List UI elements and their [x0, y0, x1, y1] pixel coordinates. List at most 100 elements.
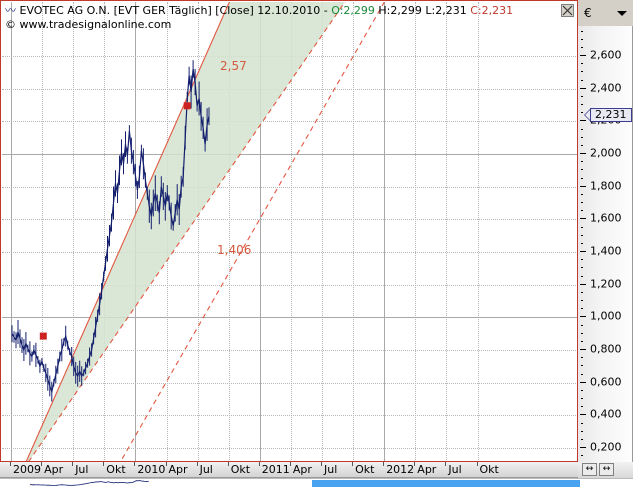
- date-axis-label: 2010: [137, 463, 166, 476]
- price-minor-tick: [581, 136, 583, 138]
- price-minor-tick: [581, 398, 583, 399]
- price-tick: [580, 316, 586, 318]
- chart-header-symbol-icon: 〰: [5, 4, 16, 17]
- gridline-quarter: [42, 2, 44, 461]
- price-minor-tick: [581, 300, 583, 301]
- gridline-minor: [2, 186, 577, 189]
- price-minor-tick: [581, 87, 583, 89]
- price-axis[interactable]: 2,6002,4002,2002,0001,8001,6001,4001,200…: [578, 0, 633, 462]
- price-axis-label: 0,600: [590, 375, 622, 389]
- price-minor-tick: [581, 63, 583, 65]
- gridline-minor: [2, 415, 577, 417]
- price-minor-tick: [581, 71, 583, 73]
- date-axis-label: 2009: [13, 463, 41, 476]
- mid-trend-line[interactable]: [2, 2, 578, 462]
- price-minor-tick: [581, 202, 583, 203]
- close-icon[interactable]: [561, 4, 574, 17]
- gridline-quarter: [197, 2, 200, 461]
- price-minor-tick: [581, 291, 583, 293]
- chart-plot-area[interactable]: 2,57 1,406: [2, 2, 578, 462]
- date-tick: [165, 462, 167, 466]
- price-axis-label: 2,600: [590, 48, 622, 62]
- chart-header: 〰 EVOTEC AG O.N. [EVT GER Täglich] [Clos…: [5, 2, 513, 18]
- price-tick: [580, 120, 586, 122]
- price-axis-label: 0,800: [590, 342, 622, 356]
- date-tick: [72, 462, 74, 466]
- price-minor-tick: [581, 267, 583, 269]
- gridline-minor: [2, 88, 577, 91]
- lower-channel-label: 1,406: [217, 243, 252, 257]
- gridline-minor: [2, 121, 577, 123]
- price-minor-tick: [581, 389, 583, 391]
- price-minor-tick: [581, 104, 583, 105]
- gridline-quarter: [228, 2, 231, 461]
- date-axis-label: Okt: [479, 463, 499, 476]
- price-axis-label: 1,000: [590, 309, 622, 323]
- date-axis-label: Okt: [230, 463, 251, 476]
- price-axis-label: 0,400: [590, 407, 622, 421]
- scroll-left-button[interactable]: ↔: [582, 463, 597, 476]
- price-minor-tick: [581, 95, 583, 97]
- upper-trend-channel-line[interactable]: [2, 2, 578, 462]
- scrollbar-thumb[interactable]: [312, 480, 580, 487]
- chart-scrollbar[interactable]: [0, 478, 633, 487]
- quote-open: O:2,299: [331, 4, 375, 17]
- price-minor-tick: [581, 430, 583, 432]
- overview-sparkline: [30, 480, 149, 487]
- price-axis-label: 1,800: [590, 179, 622, 193]
- pivot-low-marker[interactable]: [39, 332, 47, 340]
- price-minor-tick: [581, 193, 583, 195]
- price-axis-label: 2,400: [590, 81, 622, 95]
- date-tick: [383, 462, 385, 466]
- gridline-quarter: [477, 2, 480, 461]
- gridline-quarter: [290, 2, 293, 461]
- current-price-value: 2,231: [590, 108, 632, 123]
- date-axis-label: Okt: [355, 463, 375, 476]
- date-axis-label: 2011: [261, 463, 290, 476]
- price-minor-tick: [581, 144, 583, 146]
- price-minor-tick: [581, 455, 583, 457]
- date-axis-label: Apr: [292, 463, 312, 476]
- date-tick: [10, 462, 11, 466]
- date-axis[interactable]: 2009 Apr Jul Okt 2010 Apr Jul Okt 2011 Apr Jul Okt 2…: [0, 462, 578, 478]
- price-minor-tick: [581, 79, 583, 81]
- price-tick: [580, 55, 586, 56]
- price-line[interactable]: [11, 69, 210, 394]
- price-tick: [580, 218, 586, 220]
- date-tick: [134, 462, 136, 466]
- price-minor-tick: [581, 169, 583, 171]
- pivot-high-marker[interactable]: [183, 102, 191, 110]
- scroll-right-button[interactable]: ↔: [599, 463, 614, 476]
- date-axis-label: Apr: [417, 463, 437, 476]
- price-minor-tick: [581, 161, 583, 163]
- gridline-major: [2, 154, 577, 155]
- price-tick: [580, 447, 586, 448]
- gridline-quarter: [322, 2, 324, 461]
- date-tick: [445, 462, 447, 466]
- overview-price-path: [30, 480, 149, 487]
- chevron-down-icon[interactable]: [617, 11, 627, 16]
- gridline-quarter: [446, 2, 448, 461]
- price-tick: [580, 153, 586, 154]
- date-tick: [289, 462, 291, 466]
- price-minor-tick: [581, 177, 583, 179]
- gridline-minor: [2, 284, 577, 287]
- price-tick: [580, 349, 586, 350]
- chart-frame: 2,57 1,406 〰 EVOTEC AG O.N. [EVT GER Tägl…: [0, 0, 578, 462]
- price-tick: [580, 381, 586, 383]
- date-axis-label: 2012: [386, 463, 415, 476]
- gridline-year: [259, 2, 261, 461]
- price-minor-tick: [581, 30, 583, 32]
- date-tick: [227, 462, 229, 466]
- date-axis-label: Jul: [448, 463, 462, 476]
- price-minor-tick: [581, 259, 583, 261]
- price-tick: [580, 283, 586, 285]
- price-minor-tick: [581, 112, 583, 114]
- price-minor-tick: [581, 422, 583, 424]
- price-tick: [580, 414, 586, 416]
- quote-close: C:2,231: [470, 4, 514, 17]
- currency-selector[interactable]: €: [578, 0, 633, 26]
- gridline-major: [2, 317, 577, 319]
- date-tick: [103, 462, 105, 466]
